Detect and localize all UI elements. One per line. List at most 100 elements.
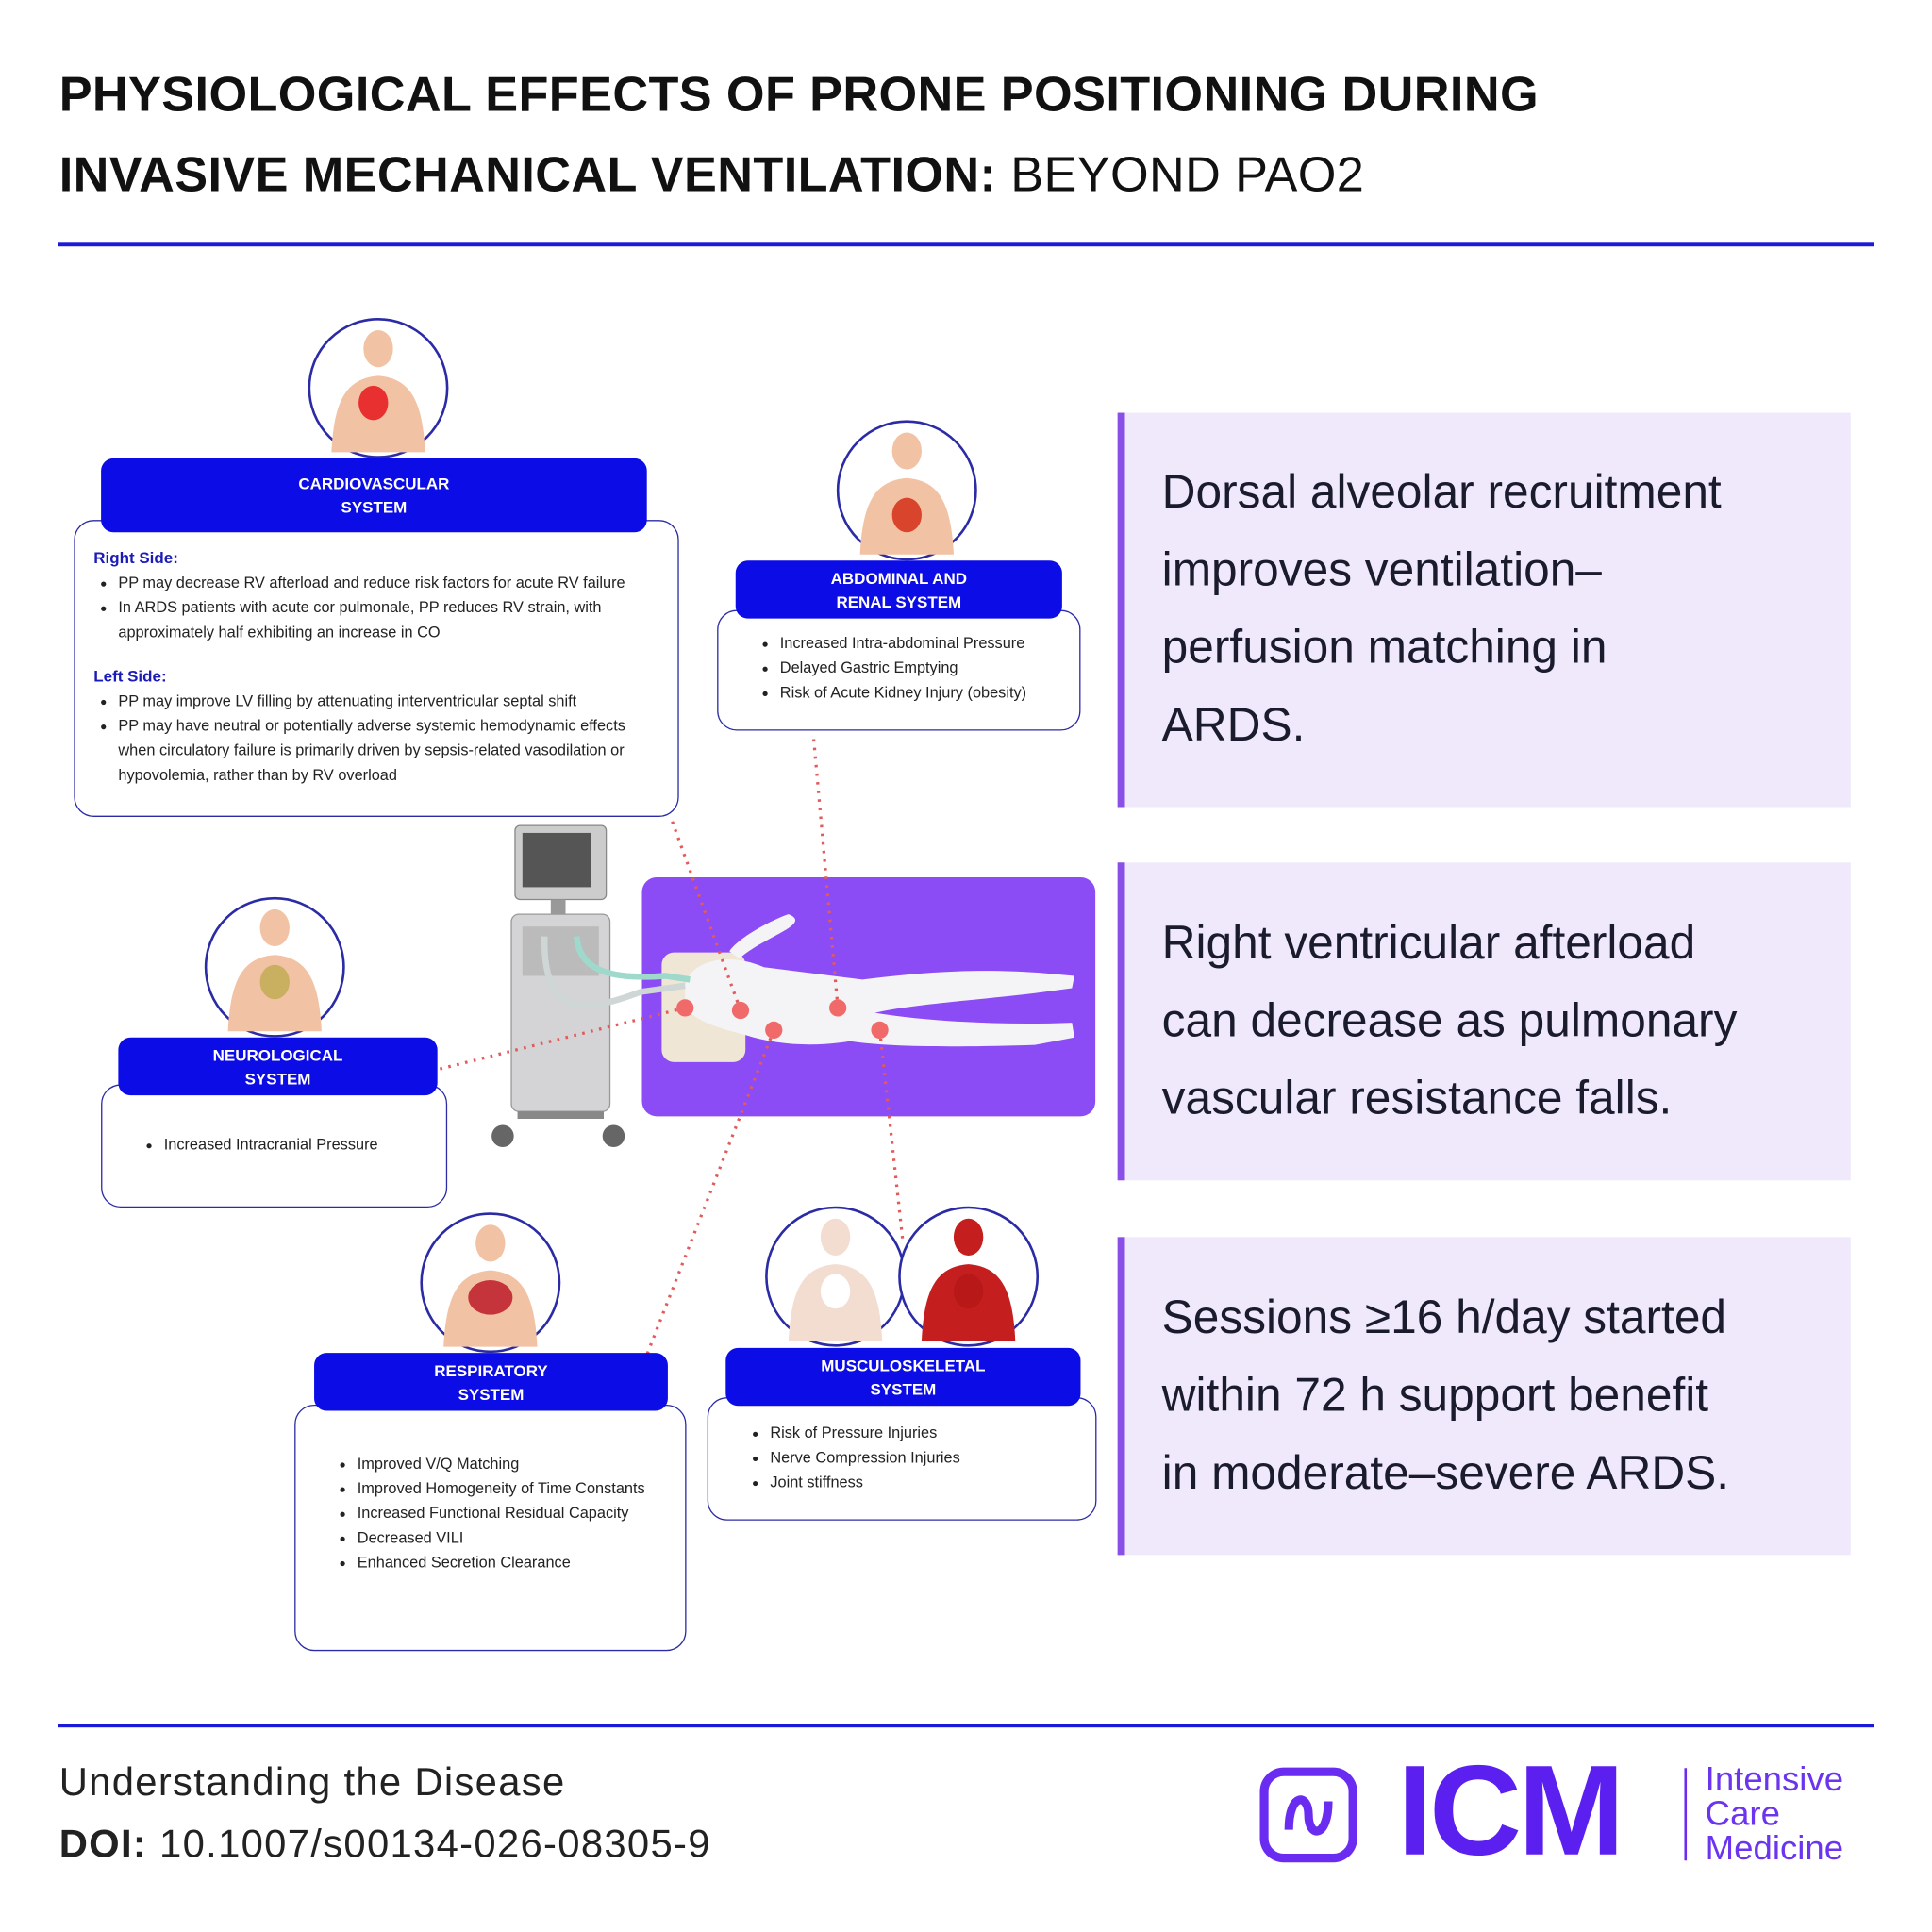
system-box: Right Side: PP may decrease RV afterload … [74,520,679,817]
title-line: PHYSIOLOGICAL EFFECTS OF PRONE POSITIONI… [58,67,1539,123]
system-box: Increased Intracranial Pressure [101,1084,448,1208]
system-title: SYSTEM [458,1384,525,1404]
ventilator-panel [522,926,599,976]
journal-line: Medicine [1705,1828,1844,1867]
system-box: Improved V/Q MatchingImproved Homogeneit… [294,1404,687,1652]
bullet-list: Risk of Pressure InjuriesNerve Compressi… [745,1421,1080,1494]
connector [412,1006,686,1077]
bullet: Joint stiffness [770,1470,1080,1494]
system-title: RENAL SYSTEM [836,591,962,611]
doi-line: DOI: 10.1007/s00134-026-08305-9 [59,1821,711,1866]
bullet: PP may improve LV filling by attenuating… [118,689,662,713]
system-title: RESPIRATORY [434,1360,548,1380]
system-header: ABDOMINAL AND RENAL SYSTEM [735,560,1062,619]
journal-line: Care [1705,1793,1780,1833]
system-icon [420,1212,561,1354]
bullet: Enhanced Secretion Clearance [358,1550,671,1574]
key-point-line: Right ventricular afterload [1161,917,1696,970]
bullet: Nerve Compression Injuries [770,1445,1080,1470]
marker [676,999,694,1017]
journal-name: Intensive Care Medicine [1705,1759,1844,1867]
system-title: NEUROLOGICAL [212,1045,343,1064]
marker [731,1001,750,1020]
key-point: Right ventricular afterload can decrease … [1117,862,1851,1181]
journal-line: Intensive [1705,1759,1844,1798]
bullet: Increased Intracranial Pressure [164,1132,431,1157]
bullet-list: Improved V/Q MatchingImproved Homogeneit… [333,1452,671,1575]
bullet: Improved Homogeneity of Time Constants [358,1476,671,1501]
icon-organ [891,497,922,533]
bullet-list: Increased Intra-abdominal PressureDelaye… [756,631,1065,705]
key-point: Sessions ≥16 h/day started within 72 h su… [1117,1237,1851,1556]
doi-label: DOI: [58,1821,148,1866]
system-title: ABDOMINAL AND [830,568,967,588]
section-heading: Right Side: [93,548,178,567]
key-point-line: improves ventilation– [1161,544,1602,597]
key-point-line: in moderate–severe ARDS. [1161,1447,1730,1499]
wheel [491,1124,514,1147]
connectors [412,732,906,1381]
wheel [602,1124,625,1147]
doi: 10.1007/s00134-026-08305-9 [159,1821,711,1866]
system-box: Risk of Pressure InjuriesNerve Compressi… [707,1397,1097,1521]
divider [58,1724,1874,1728]
system-title: MUSCULOSKELETAL [821,1356,986,1374]
logo-frame [1259,1767,1357,1863]
icon-head [363,330,393,368]
bullet: Risk of Acute Kidney Injury (obesity) [780,680,1065,705]
bullet: Risk of Pressure Injuries [770,1421,1080,1445]
key-point-line: Sessions ≥16 h/day started [1161,1291,1727,1344]
system-header: MUSCULOSKELETAL SYSTEM [725,1347,1081,1407]
system-header: RESPIRATORY SYSTEM [314,1353,668,1411]
bullet: PP may have neutral or potentially adver… [118,713,662,787]
bullet-list: PP may decrease RV afterload and reduce … [93,571,662,644]
marker [765,1021,783,1040]
icon-organ [259,964,290,1000]
bullet: Decreased VILI [358,1525,671,1550]
bullet: Improved V/Q Matching [358,1452,671,1476]
bullet: Increased Intra-abdominal Pressure [780,631,1065,656]
icon-organ [953,1274,984,1309]
system-box: Increased Intra-abdominal PressureDelaye… [717,609,1081,731]
bullet-list: Increased Intracranial Pressure [140,1132,432,1157]
bullet: In ARDS patients with acute cor pulmonal… [118,595,662,644]
patient [685,914,1074,1047]
icon-organ [468,1280,513,1315]
marker [871,1021,889,1040]
title-bold: INVASIVE MECHANICAL VENTILATION: [58,147,997,203]
system-title: SYSTEM [244,1069,311,1088]
marker [829,999,847,1017]
system-title: SYSTEM [870,1379,937,1398]
system-icon [836,420,977,561]
key-point-line: Dorsal alveolar recruitment [1161,467,1722,519]
system-icon [898,1206,1040,1347]
key-point-line: vascular resistance falls. [1161,1072,1673,1124]
icon-head [891,432,922,470]
logo-wave [1284,1795,1333,1836]
system-title: CARDIOVASCULAR [298,474,450,493]
markers [676,999,889,1040]
system-header: CARDIOVASCULAR SYSTEM [101,458,647,533]
ventilator-display [522,832,591,888]
bullet: Increased Functional Residual Capacity [358,1501,671,1525]
system-icon [765,1206,906,1347]
icon-organ [358,385,389,421]
icon-head [820,1218,851,1256]
logo-text: ICM [1397,1740,1624,1883]
divider [58,242,1874,247]
icon-head [475,1224,506,1262]
title-line: INVASIVE MECHANICAL VENTILATION: BEYOND … [59,148,1365,204]
key-point-line: perfusion matching in [1161,622,1607,675]
section-heading: Left Side: [93,666,167,686]
bullet: PP may decrease RV afterload and reduce … [118,571,662,595]
key-point-line: can decrease as pulmonary [1161,994,1738,1047]
system-header: NEUROLOGICAL SYSTEM [118,1037,438,1096]
system-icon [204,896,345,1038]
ventilator-neck [550,899,566,915]
bullet: Delayed Gastric Emptying [780,656,1065,680]
system-title: SYSTEM [341,497,408,517]
connector [635,1029,775,1381]
connector [877,1029,906,1245]
